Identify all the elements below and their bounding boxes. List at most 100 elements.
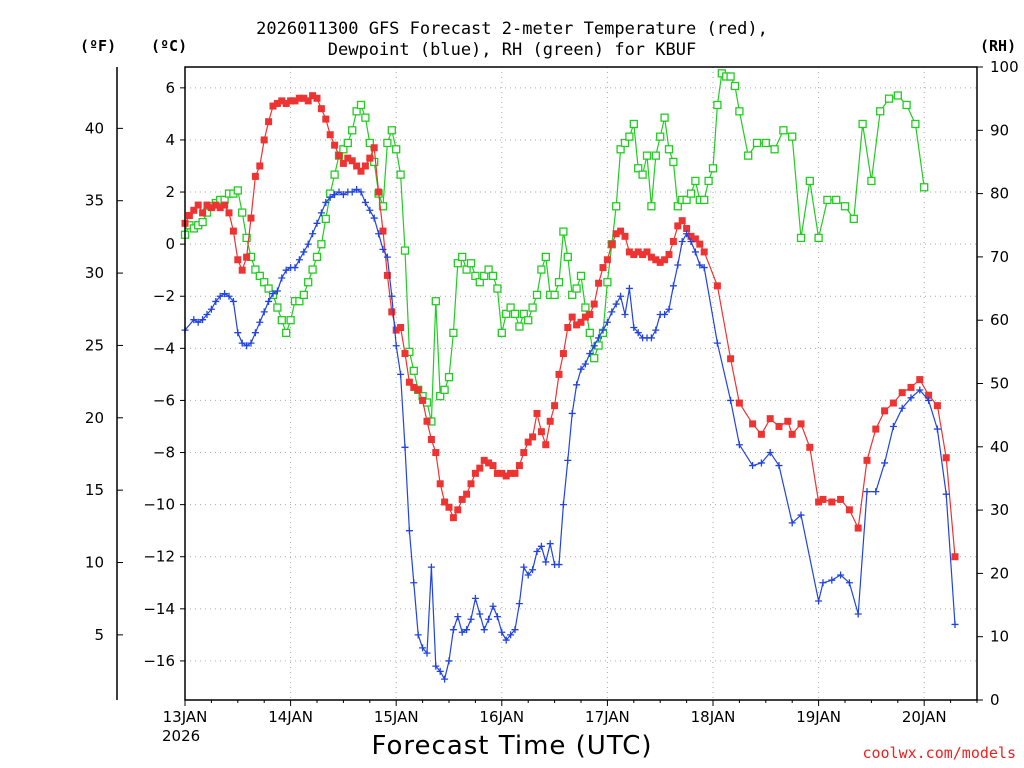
data-point [264,284,273,293]
data-point [488,271,498,281]
data-point [916,386,924,394]
celsius-tick-label: 0 [165,235,175,253]
credit-link[interactable]: coolwx.com/models [862,744,1016,762]
data-point [396,170,405,179]
data-point [634,329,642,337]
data-point [942,454,950,462]
data-point [608,308,616,316]
data-point [735,107,744,116]
data-point [507,469,515,477]
data-point [568,409,576,417]
data-point [471,469,479,477]
data-point [444,373,454,382]
data-point [357,167,365,175]
data-point [282,266,290,274]
data-point [383,271,391,279]
data-point [436,667,444,675]
rh-tick-label: 80 [990,185,1009,203]
data-point [700,248,708,256]
data-point [392,326,400,334]
data-point [356,100,366,110]
data-point [260,136,268,144]
data-point [867,176,876,186]
x-axis-title: Forecast Time (UTC) [371,731,653,761]
data-point [529,433,537,441]
rh-tick-label: 50 [990,375,1009,393]
data-point [656,132,665,141]
data-point [190,316,198,324]
celsius-axis-unit: (ºC) [151,37,188,55]
data-point [462,265,471,274]
data-point [828,498,836,506]
data-point [608,240,616,248]
data-point [586,310,594,318]
data-point [761,138,770,148]
data-point [942,490,950,498]
data-point [511,626,519,634]
data-point [423,649,431,657]
data-point [669,157,678,167]
data-point [242,233,251,243]
data-point [700,264,708,272]
data-point [361,198,369,206]
data-point [898,389,906,397]
data-point [625,248,633,256]
data-point [845,506,853,514]
data-point [458,628,466,636]
data-point [555,561,563,569]
data-point [348,157,356,165]
data-point [620,138,630,148]
data-point [629,119,638,129]
data-point [559,350,567,358]
data-point [295,94,303,102]
rh-tick-label: 40 [990,438,1009,456]
data-point [365,138,374,148]
data-point [788,132,797,141]
rh-tick-label: 100 [990,58,1019,76]
data-point [229,297,237,305]
data-point [454,506,462,514]
data-point [449,514,457,522]
data-point [410,383,418,391]
data-point [564,323,572,331]
data-point [625,132,634,141]
data-point [533,548,541,556]
data-point [639,251,647,259]
data-point [682,195,691,205]
data-point [441,675,449,683]
data-point [828,576,836,584]
data-point [515,600,523,608]
data-point [243,342,251,350]
data-point [388,308,396,316]
data-point [872,425,880,433]
data-point [678,238,686,246]
data-point [471,271,480,281]
data-point [643,248,651,256]
fahrenheit-tick-label: 40 [85,119,104,137]
data-point [951,620,959,628]
data-point [423,417,431,425]
data-point [559,501,567,509]
chart-title-line-2: Dewpoint (blue), RH (green) for KBUF [327,40,697,60]
data-point [471,594,479,602]
data-point [520,449,528,457]
data-point [515,322,524,331]
data-point [375,230,383,238]
data-point [590,354,599,363]
data-point [431,297,440,306]
data-point [427,563,435,571]
data-point [674,261,682,269]
data-point [348,126,357,135]
data-point [485,615,493,623]
data-point [312,252,322,262]
data-point [339,159,347,167]
data-point [309,230,317,238]
data-point [330,170,339,179]
data-point [185,211,193,219]
data-point [735,399,743,407]
data-point [757,459,765,467]
data-point [898,404,906,412]
data-point [752,138,762,148]
data-point [651,151,660,160]
data-point [286,316,295,325]
